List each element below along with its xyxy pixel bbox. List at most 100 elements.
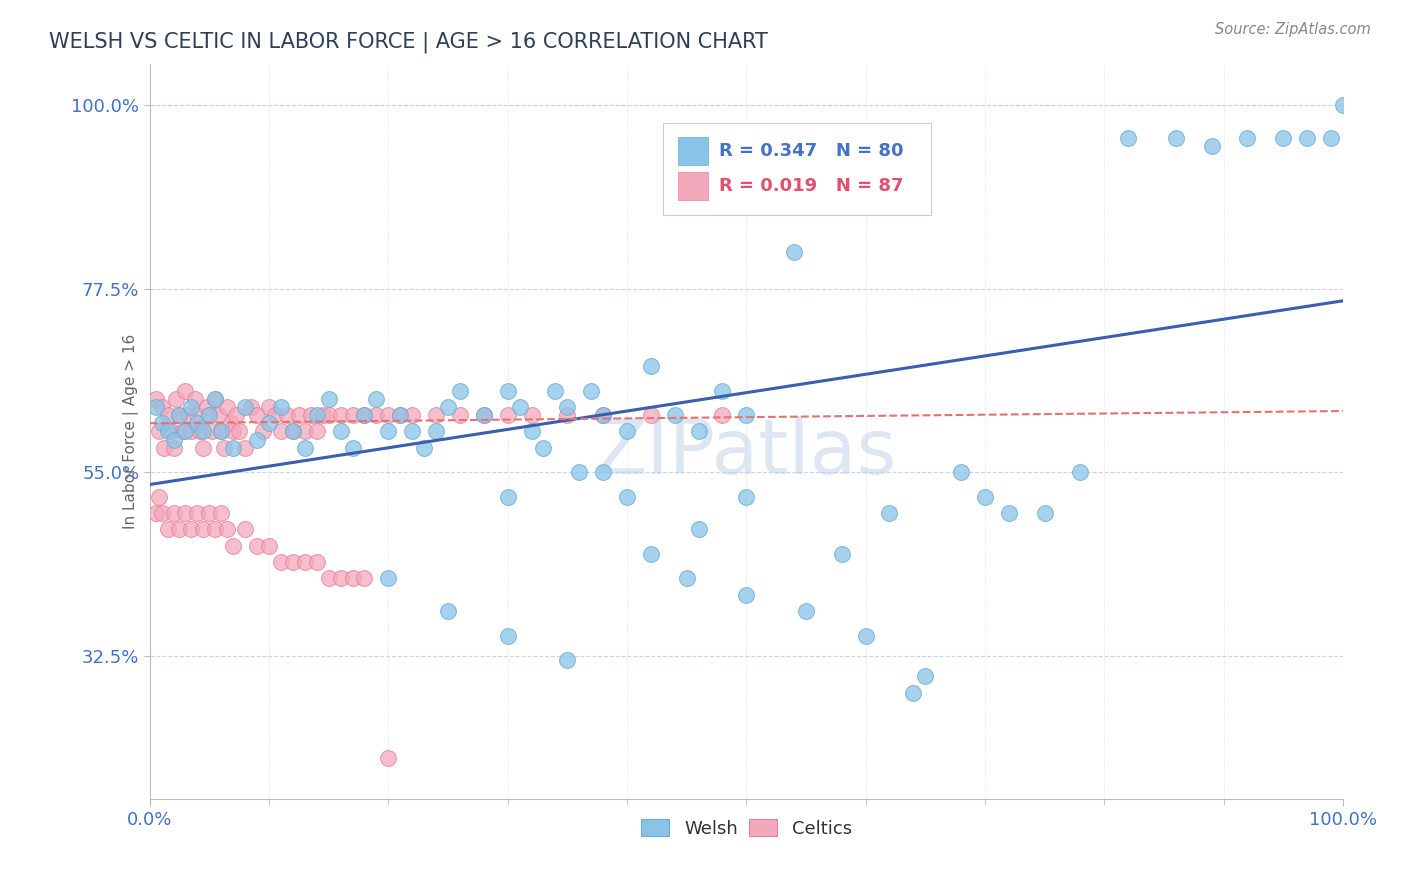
Bar: [678, 172, 709, 200]
Point: [998, 506, 1021, 520]
Point: [449, 408, 471, 422]
Point: [640, 547, 662, 561]
Point: [208, 408, 231, 422]
Point: [413, 441, 436, 455]
Point: [257, 400, 280, 414]
Point: [377, 425, 399, 439]
Point: [174, 425, 197, 439]
Point: [1296, 130, 1319, 145]
Point: [204, 392, 226, 406]
Point: [555, 400, 578, 414]
Point: [294, 555, 316, 569]
Point: [520, 408, 543, 422]
Point: [186, 506, 208, 520]
Point: [831, 547, 853, 561]
Point: [579, 384, 602, 398]
Point: [156, 408, 179, 422]
Point: [281, 425, 304, 439]
Point: [496, 384, 519, 398]
Point: [228, 425, 250, 439]
Point: [180, 523, 202, 537]
Point: [1116, 130, 1139, 145]
Point: [449, 384, 471, 398]
Point: [198, 408, 221, 422]
Point: [616, 490, 638, 504]
Point: [401, 425, 423, 439]
Point: [688, 425, 710, 439]
Point: [257, 539, 280, 553]
Point: [217, 523, 239, 537]
Point: [377, 751, 399, 765]
Point: [1069, 465, 1091, 479]
Point: [222, 425, 245, 439]
Point: [1201, 138, 1223, 153]
Point: [294, 425, 316, 439]
Point: [156, 425, 179, 439]
Point: [186, 417, 208, 431]
Point: [425, 425, 447, 439]
Text: R = 0.019   N = 87: R = 0.019 N = 87: [718, 177, 903, 195]
Point: [342, 571, 364, 585]
Point: [305, 408, 328, 422]
Point: [711, 384, 734, 398]
Point: [389, 408, 412, 422]
Point: [246, 539, 269, 553]
Point: [222, 539, 245, 553]
Point: [270, 425, 292, 439]
Point: [264, 408, 287, 422]
Point: [153, 441, 176, 455]
Point: [209, 425, 232, 439]
Text: ZIPatlas: ZIPatlas: [595, 417, 897, 491]
Point: [675, 571, 697, 585]
Point: [270, 555, 292, 569]
Point: [281, 425, 304, 439]
Point: [1236, 130, 1258, 145]
Point: [169, 408, 191, 422]
Point: [169, 408, 191, 422]
Point: [294, 441, 316, 455]
Point: [616, 425, 638, 439]
Point: [544, 384, 567, 398]
Text: Source: ZipAtlas.com: Source: ZipAtlas.com: [1215, 22, 1371, 37]
Point: [288, 408, 311, 422]
Point: [180, 425, 202, 439]
Point: [193, 441, 215, 455]
Point: [172, 425, 194, 439]
Point: [257, 417, 280, 431]
Point: [246, 433, 269, 447]
Point: [270, 400, 292, 414]
Point: [329, 425, 352, 439]
Point: [329, 408, 352, 422]
Point: [162, 433, 184, 447]
Point: [318, 408, 340, 422]
Point: [555, 408, 578, 422]
Point: [1272, 130, 1295, 145]
Point: [148, 490, 170, 504]
Point: [342, 408, 364, 422]
Point: [329, 571, 352, 585]
Point: [188, 425, 211, 439]
Point: [233, 441, 256, 455]
Point: [879, 506, 901, 520]
Point: [209, 425, 232, 439]
Point: [174, 384, 197, 398]
Point: [318, 571, 340, 585]
Point: [240, 400, 263, 414]
Point: [193, 523, 215, 537]
Point: [377, 408, 399, 422]
Point: [193, 425, 215, 439]
Point: [1033, 506, 1056, 520]
Point: [186, 408, 208, 422]
Y-axis label: In Labor Force | Age > 16: In Labor Force | Age > 16: [122, 334, 139, 529]
Point: [162, 506, 184, 520]
Point: [160, 425, 183, 439]
Point: [592, 408, 614, 422]
Point: [903, 686, 925, 700]
Point: [533, 441, 555, 455]
Point: [233, 523, 256, 537]
Point: [217, 400, 239, 414]
Point: [366, 408, 388, 422]
Point: [145, 506, 167, 520]
Point: [592, 465, 614, 479]
Point: [783, 244, 806, 259]
